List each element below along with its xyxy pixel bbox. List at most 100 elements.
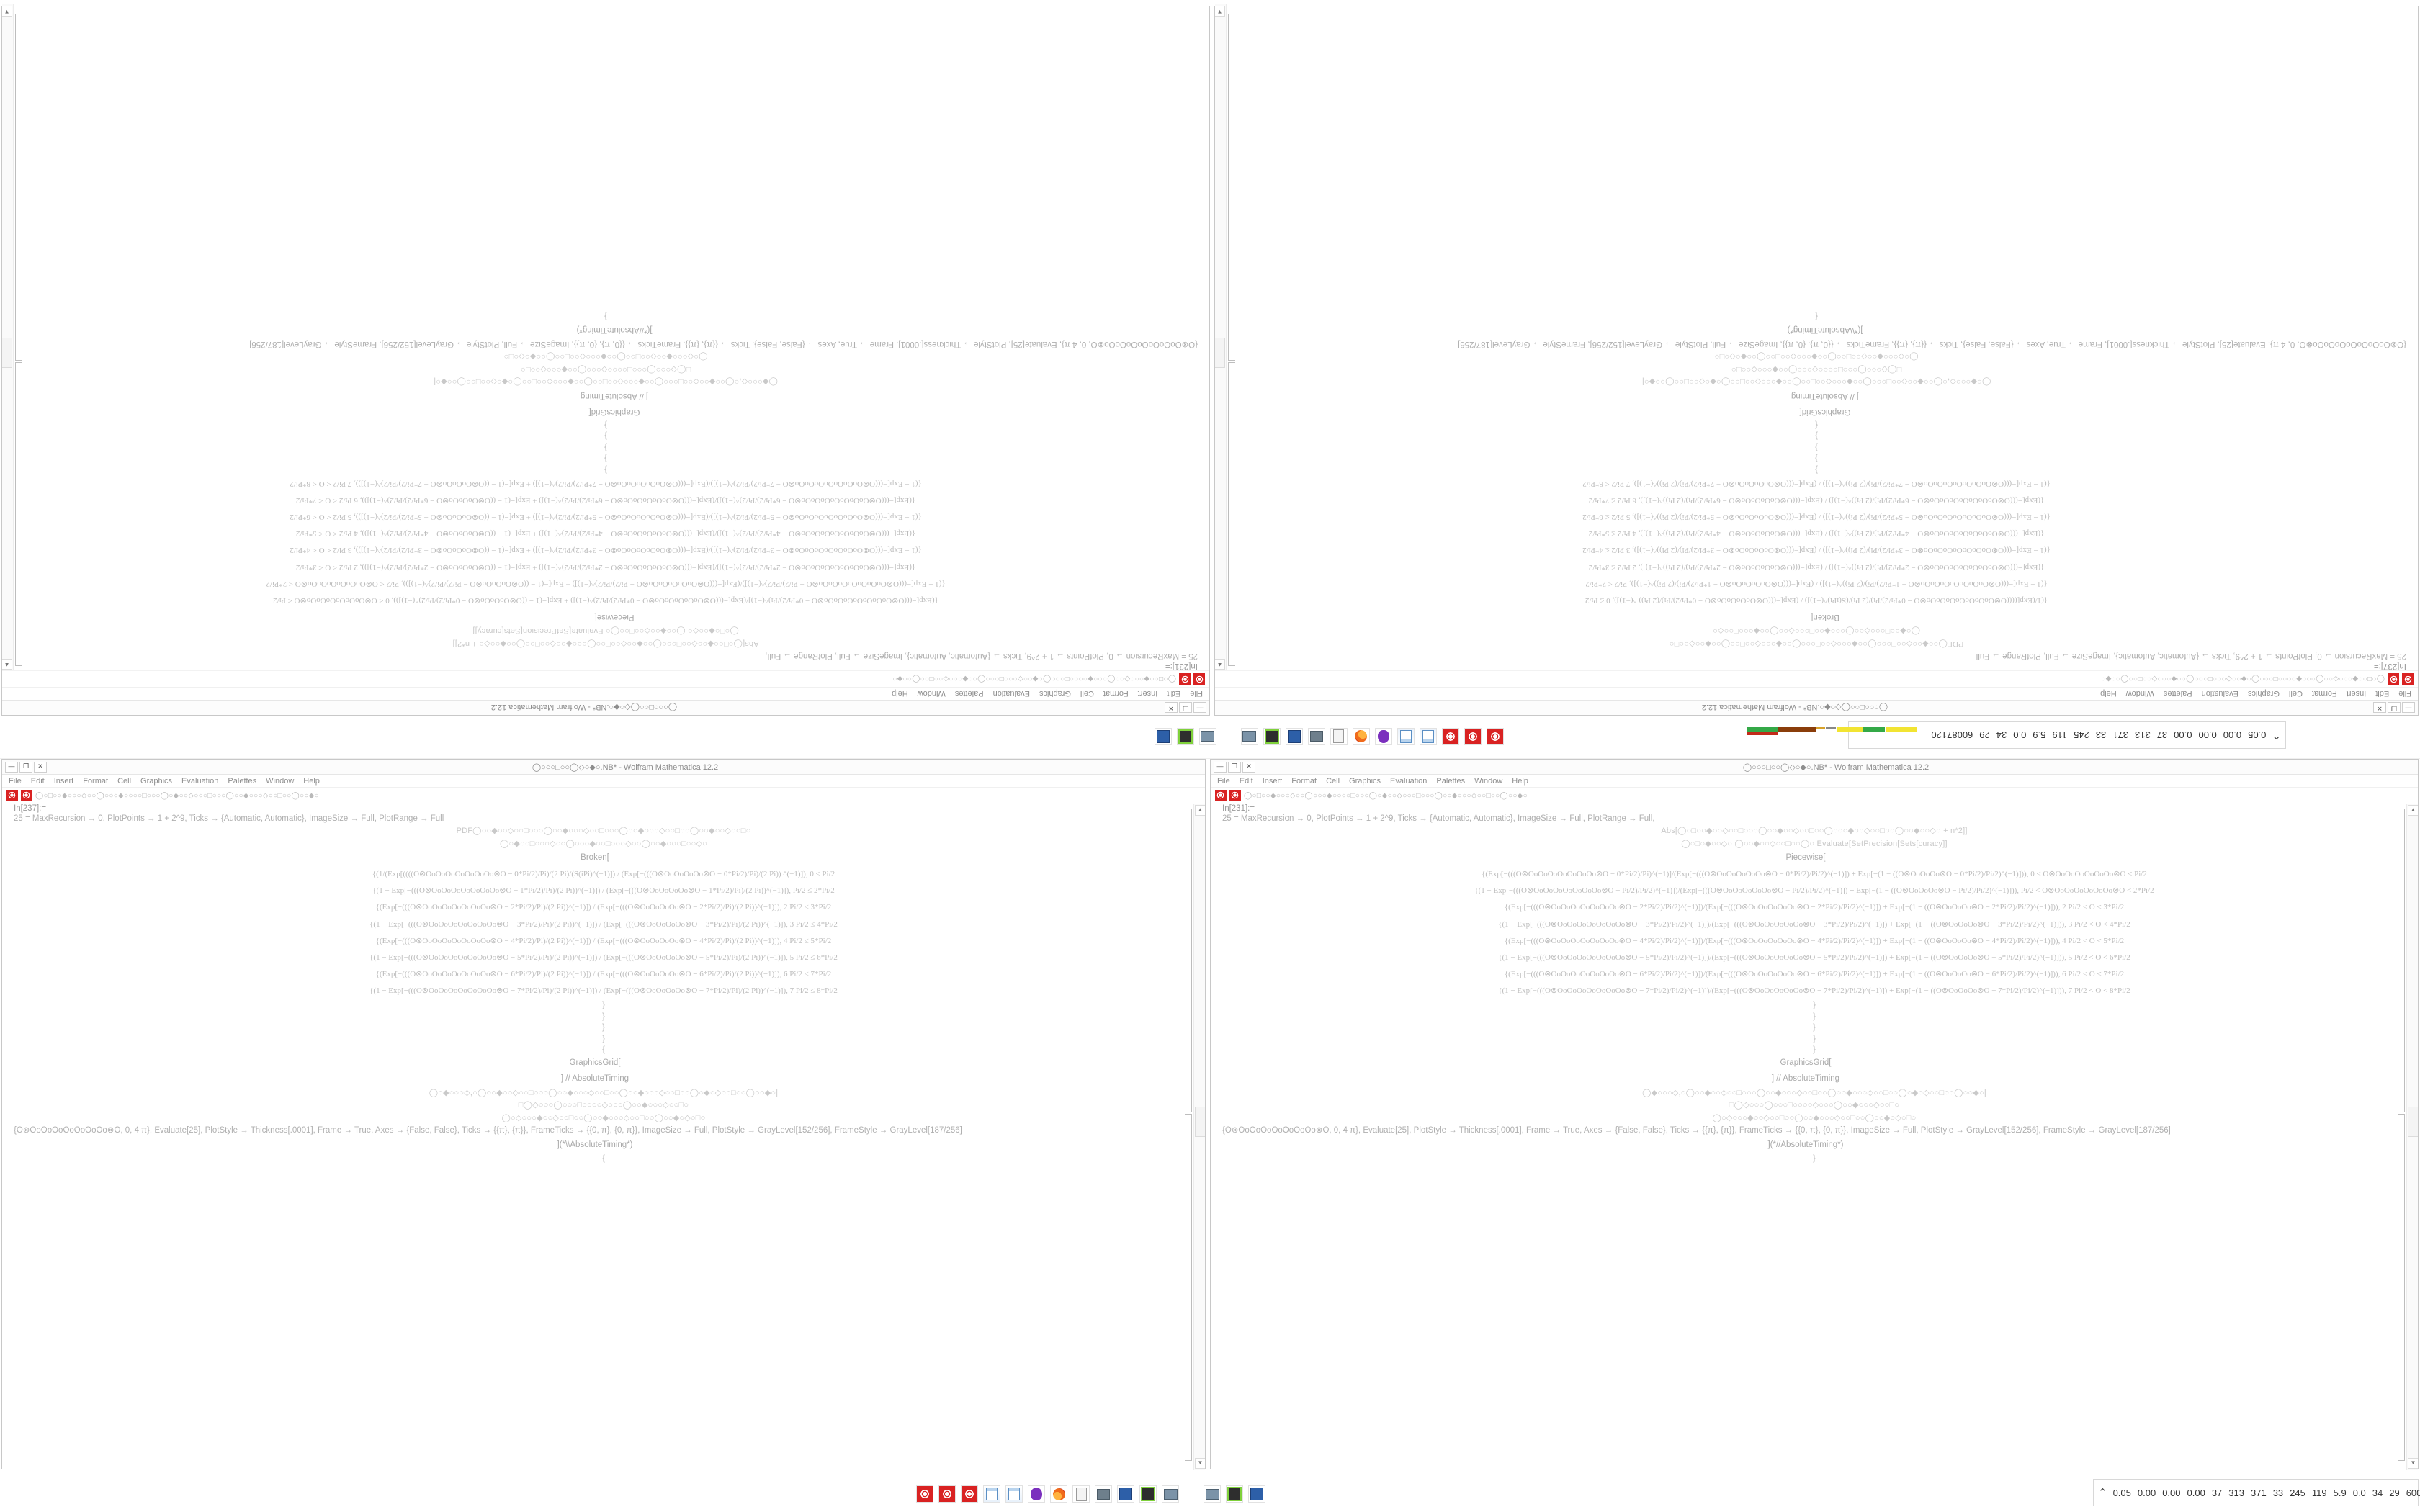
scrollbar-thumb[interactable] xyxy=(2408,1107,2418,1137)
menu-bar[interactable]: File Edit Insert Format Cell Graphics Ev… xyxy=(2,687,1209,700)
menu-item-insert[interactable]: Insert xyxy=(2346,689,2367,698)
scroll-down-arrow[interactable]: ▼ xyxy=(1215,6,1225,17)
menu-item-cell[interactable]: Cell xyxy=(117,776,132,786)
menu-item-palettes[interactable]: Palettes xyxy=(228,776,257,786)
mathematica-window-left[interactable]: — ❐ ✕ ◯○○○□○○◯◇○◆○.NB* - Wolfram Mathema… xyxy=(1214,4,2419,716)
footer-code-line[interactable]: {O⊗OoOoOoOoOoOoOo⊗O, 0, 4 π}, Evaluate[2… xyxy=(1458,339,2406,348)
window-titlebar[interactable]: — ❐ ✕ ◯○○○□○○◯◇○◆○.NB* - Wolfram Mathema… xyxy=(2,760,1205,775)
scroll-down-arrow[interactable]: ▼ xyxy=(2408,1458,2418,1469)
menu-item-help[interactable]: Help xyxy=(303,776,320,786)
code-line[interactable]: 25 = MaxRecursion → 0, PlotPoints → 1 + … xyxy=(1222,814,1655,823)
code-line[interactable]: Abs[◯○□○○◆○○◇○○□○○○◯○○◆○○◇○○□○○◯○○○◆○○◇○… xyxy=(1661,827,1968,836)
expand-caret-icon[interactable]: ⌃ xyxy=(2272,729,2281,741)
calculator-icon[interactable] xyxy=(1005,1485,1023,1503)
monitor-icon[interactable] xyxy=(1199,728,1216,745)
code-line[interactable]: ◯○◆○○□○○○◇○○◯○○○◆○○□○○○◇○○◯○○◆○○○□○○◇○ xyxy=(1713,626,1920,636)
menu-item-graphics[interactable]: Graphics xyxy=(2247,689,2280,698)
mathematica-icon[interactable] xyxy=(2402,673,2414,685)
floppy-64-icon[interactable] xyxy=(1248,1485,1265,1503)
maximize-button[interactable]: ❐ xyxy=(1228,761,1241,773)
menu-item-palettes[interactable]: Palettes xyxy=(2163,689,2192,698)
floppy-save-icon[interactable] xyxy=(1286,728,1303,745)
green-terminal-icon[interactable] xyxy=(1226,1485,1243,1503)
menu-item-evaluation[interactable]: Evaluation xyxy=(1390,776,1428,786)
mathematica-icon[interactable] xyxy=(916,1485,933,1503)
menu-item-insert[interactable]: Insert xyxy=(1262,776,1283,786)
cell-bracket[interactable] xyxy=(2398,809,2405,1112)
maximize-button[interactable]: ❐ xyxy=(1179,702,1192,714)
scroll-up-arrow[interactable]: ▲ xyxy=(2,659,12,670)
mathematica-icon[interactable] xyxy=(1193,673,1205,685)
green-terminal-icon[interactable] xyxy=(1139,1485,1157,1503)
scrollbar-thumb[interactable] xyxy=(1215,338,1225,368)
monitor-icon[interactable] xyxy=(1204,1485,1221,1503)
close-button[interactable]: ✕ xyxy=(1242,761,1255,773)
menu-item-edit[interactable]: Edit xyxy=(2375,689,2390,698)
minimize-button[interactable]: — xyxy=(2402,702,2415,714)
notebook-body[interactable]: In[231]:= 25 = MaxRecursion → 0, PlotPoi… xyxy=(2,4,1209,670)
menu-item-format[interactable]: Format xyxy=(83,776,109,786)
floppy-save-icon[interactable] xyxy=(1117,1485,1134,1503)
menu-item-cell[interactable]: Cell xyxy=(1080,689,1094,698)
mathematica-icon[interactable] xyxy=(1229,790,1241,801)
mathematica-window-right-2[interactable]: — ❐ ✕ ◯○○○□○○◯◇○◆○.NB* - Wolfram Mathema… xyxy=(1210,759,2419,1470)
menu-item-file[interactable]: File xyxy=(9,776,22,786)
notebook-scrollbar[interactable]: ▲ ▼ xyxy=(2,4,14,670)
purple-mascot-icon[interactable] xyxy=(1375,728,1392,745)
scroll-up-arrow[interactable]: ▲ xyxy=(1215,659,1225,670)
menu-item-edit[interactable]: Edit xyxy=(1239,776,1253,786)
notebook-scrollbar[interactable]: ▲ ▼ xyxy=(2406,804,2418,1470)
code-line[interactable]: 25 = MaxRecursion → 0, PlotPoints → 1 + … xyxy=(14,814,444,823)
footer-code-line[interactable]: {O⊗OoOoOoOoOoOoOo⊗O, 0, 4 π}, Evaluate[2… xyxy=(1222,1126,2171,1135)
close-button[interactable]: ✕ xyxy=(2373,702,2386,714)
scrollbar-thumb[interactable] xyxy=(1195,1107,1205,1137)
menu-item-graphics[interactable]: Graphics xyxy=(1039,689,1071,698)
cell-bracket[interactable] xyxy=(2398,1114,2405,1461)
calculator-icon[interactable] xyxy=(1420,728,1437,745)
menu-item-cell[interactable]: Cell xyxy=(2288,689,2303,698)
mathematica-window-right[interactable]: — ❐ ✕ ◯○○○□○○◯◇○◆○.NB* - Wolfram Mathema… xyxy=(1,4,1210,716)
notebook-body[interactable]: In[237]:= 25 = MaxRecursion → 0, PlotPoi… xyxy=(2,804,1205,1470)
cell-bracket[interactable] xyxy=(1185,1114,1192,1461)
notepad-icon[interactable] xyxy=(1330,728,1348,745)
maximize-button[interactable]: ❐ xyxy=(2388,702,2401,714)
menu-bar[interactable]: File Edit Insert Format Cell Graphics Ev… xyxy=(1215,687,2418,700)
calculator-icon[interactable] xyxy=(1397,728,1415,745)
close-button[interactable]: ✕ xyxy=(34,761,47,773)
notepad-icon[interactable] xyxy=(1072,1485,1090,1503)
scroll-up-arrow[interactable]: ▲ xyxy=(2408,805,2418,816)
menu-item-window[interactable]: Window xyxy=(2125,689,2154,698)
notebook-body[interactable]: In[237]:= 25 = MaxRecursion → 0, PlotPoi… xyxy=(1215,4,2418,670)
code-line[interactable]: ◯○□○◆○○◇○ ◯○○◆○○◇○○□○○◯○ Evaluate[SetPre… xyxy=(472,626,739,636)
terminal-icon[interactable] xyxy=(1095,1485,1112,1503)
mathematica-icon[interactable] xyxy=(1215,790,1227,801)
code-line[interactable]: PDF◯○○◆○○◇○○□○○○◯○○◆○○○◇○○□○○○◯○○◆○○○◇○○… xyxy=(456,827,751,836)
window-titlebar[interactable]: — ❐ ✕ ◯○○○□○○◯◇○◆○.NB* - Wolfram Mathema… xyxy=(1211,760,2418,775)
notebook-toolbar[interactable]: ◯○□○○◆○○○◇○○◯○○○◆○○○○□○○○◯○◆○○◇○○○□○○○◯○… xyxy=(2,670,1209,687)
firefox-icon[interactable] xyxy=(1050,1485,1067,1503)
menu-item-insert[interactable]: Insert xyxy=(1137,689,1158,698)
notebook-scrollbar[interactable]: ▲ ▼ xyxy=(1215,4,1227,670)
calculator-icon[interactable] xyxy=(983,1485,1000,1503)
code-line[interactable]: 25 = MaxRecursion → 0, PlotPoints → 1 + … xyxy=(765,652,1198,660)
menu-item-evaluation[interactable]: Evaluation xyxy=(992,689,1030,698)
code-line[interactable]: PDF◯○○◆○○◇○○□○○○◯○○◆○○○◇○○□○○○◯○○◆○○○◇○○… xyxy=(1669,639,1964,648)
code-line[interactable]: 25 = MaxRecursion → 0, PlotPoints → 1 + … xyxy=(1976,652,2406,660)
window-titlebar[interactable]: — ❐ ✕ ◯○○○□○○◯◇○◆○.NB* - Wolfram Mathema… xyxy=(2,700,1209,715)
notebook-scrollbar[interactable]: ▲ ▼ xyxy=(1193,804,1205,1470)
menu-item-window[interactable]: Window xyxy=(917,689,946,698)
cell-bracket[interactable] xyxy=(1185,809,1192,1112)
expand-caret-icon[interactable]: ⌃ xyxy=(2098,1487,2107,1499)
menu-bar[interactable]: File Edit Insert Format Cell Graphics Ev… xyxy=(1211,775,2418,788)
green-terminal-icon[interactable] xyxy=(1177,728,1194,745)
menu-item-insert[interactable]: Insert xyxy=(53,776,74,786)
code-line[interactable]: ◯○◆○○□○○○◇○○◯○○○◆○○□○○○◇○○◯○○◆○○○□○○◇○ xyxy=(500,839,707,848)
menu-item-edit[interactable]: Edit xyxy=(1167,689,1181,698)
mathematica-icon[interactable] xyxy=(938,1485,956,1503)
menu-item-format[interactable]: Format xyxy=(2311,689,2337,698)
maximize-button[interactable]: ❐ xyxy=(19,761,32,773)
footer-code-line[interactable]: {O⊗OoOoOoOoOoOoOo⊗O, 0, 4 π}, Evaluate[2… xyxy=(249,339,1198,348)
mathematica-icon[interactable] xyxy=(2388,673,2399,685)
code-line[interactable]: ◯○□○◆○○◇○ ◯○○◆○○◇○○□○○◯○ Evaluate[SetPre… xyxy=(1681,839,1948,848)
notebook-toolbar[interactable]: ◯○□○○◆○○○◇○○◯○○○◆○○○○□○○○◯○◆○○◇○○○□○○○◯○… xyxy=(1215,670,2418,687)
